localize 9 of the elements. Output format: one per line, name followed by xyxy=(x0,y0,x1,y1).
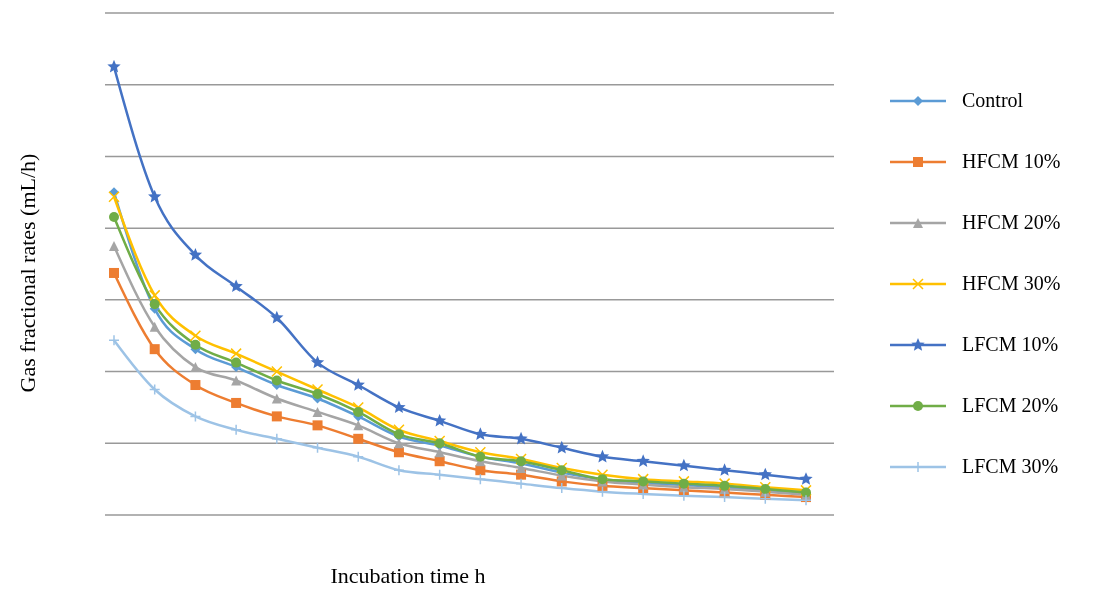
legend-label: HFCM 10% xyxy=(962,150,1061,173)
legend-label: Control xyxy=(962,89,1024,112)
x-axis-title: Incubation time h xyxy=(329,563,487,589)
legend-label: LFCM 30% xyxy=(962,455,1059,478)
legend-label: LFCM 10% xyxy=(962,333,1059,356)
legend-label: LFCM 20% xyxy=(962,394,1059,417)
legend-label: HFCM 30% xyxy=(962,272,1061,295)
legend-label: HFCM 20% xyxy=(962,211,1061,234)
y-axis-title: Gas fractional rates (mL/h) xyxy=(15,153,41,393)
